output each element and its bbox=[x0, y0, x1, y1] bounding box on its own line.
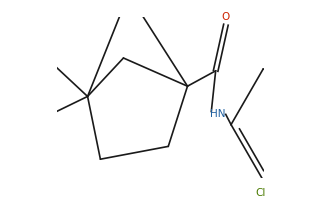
Text: O: O bbox=[222, 12, 230, 22]
Text: HN: HN bbox=[210, 109, 226, 119]
Text: Cl: Cl bbox=[255, 188, 265, 198]
